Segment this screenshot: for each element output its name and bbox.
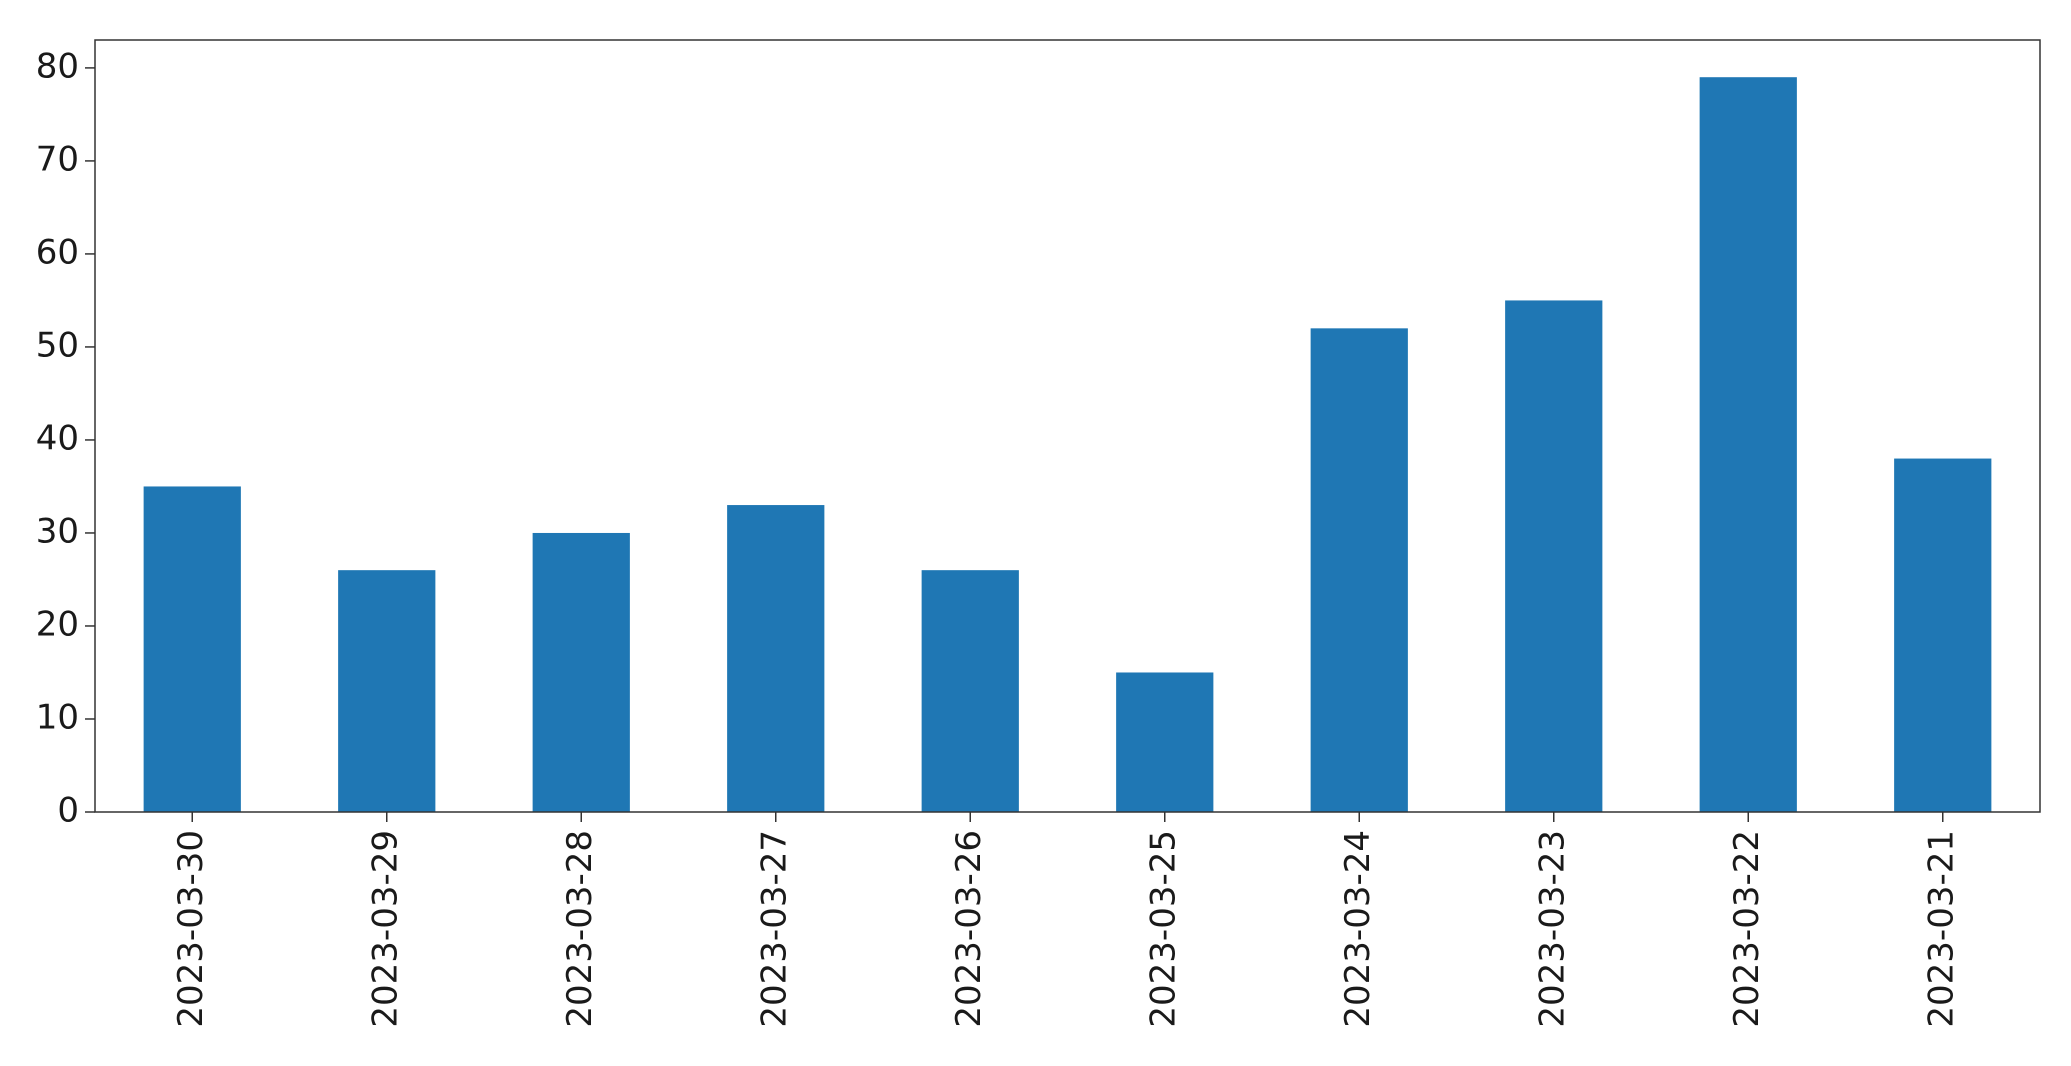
- y-tick-label: 80: [36, 46, 79, 86]
- x-tick-label: 2023-03-29: [365, 830, 405, 1028]
- x-tick-label: 2023-03-22: [1727, 830, 1767, 1028]
- x-tick-label: 2023-03-28: [560, 830, 600, 1028]
- bar-2023-03-30: [143, 486, 241, 812]
- bar-2023-03-24: [1310, 328, 1408, 812]
- y-tick-label: 70: [36, 139, 79, 179]
- bar-2023-03-29: [338, 570, 436, 812]
- y-tick-label: 50: [36, 325, 79, 365]
- y-axis: 0 10 20 30 40 50 60 70 80: [36, 46, 95, 831]
- bar-2023-03-27: [727, 505, 825, 812]
- x-tick-label: 2023-03-26: [949, 830, 989, 1028]
- x-axis: 2023-03-30 2023-03-29 2023-03-28 2023-03-27…: [171, 812, 1961, 1028]
- bar-2023-03-23: [1505, 300, 1603, 812]
- y-tick-label: 0: [57, 791, 79, 831]
- y-tick-label: 40: [36, 418, 79, 458]
- bars-layer: [143, 77, 1992, 812]
- x-tick-label: 2023-03-24: [1338, 830, 1378, 1028]
- y-tick-label: 60: [36, 232, 79, 272]
- x-tick-label: 2023-03-21: [1921, 830, 1961, 1028]
- bar-2023-03-22: [1699, 77, 1797, 812]
- plot-frame: [94, 39, 2041, 813]
- x-tick-label: 2023-03-27: [754, 830, 794, 1028]
- bar-2023-03-21: [1894, 458, 1992, 812]
- y-tick-label: 10: [36, 697, 79, 737]
- bar-2023-03-26: [921, 570, 1019, 812]
- x-tick-label: 2023-03-23: [1532, 830, 1572, 1028]
- bar-2023-03-28: [532, 532, 630, 812]
- y-tick-label: 20: [36, 604, 79, 644]
- x-tick-label: 2023-03-30: [171, 830, 211, 1028]
- x-tick-label: 2023-03-25: [1143, 830, 1183, 1028]
- bar-2023-03-25: [1116, 672, 1214, 812]
- y-tick-label: 30: [36, 511, 79, 551]
